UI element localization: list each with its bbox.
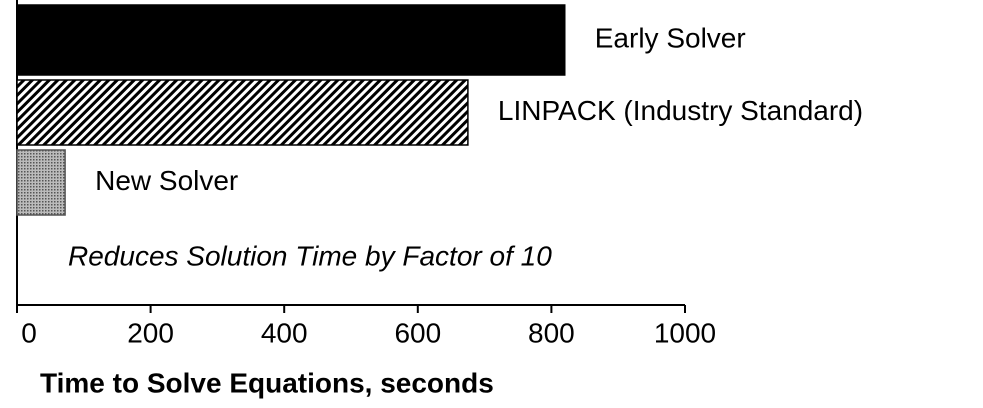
x-tick-label: 400 — [261, 317, 308, 348]
bar-label: LINPACK (Industry Standard) — [498, 95, 863, 126]
x-tick-label: 600 — [394, 317, 441, 348]
annotation: Reduces Solution Time by Factor of 10 — [68, 240, 552, 271]
bar — [16, 149, 66, 216]
x-tick-label: 800 — [528, 317, 575, 348]
bar-label: New Solver — [95, 165, 238, 196]
x-tick-label: 1000 — [654, 317, 716, 348]
x-tick-label: 200 — [127, 317, 174, 348]
bar-label: Early Solver — [595, 22, 746, 53]
x-tick-label: 0 — [21, 317, 37, 348]
bar — [16, 4, 566, 76]
bar — [16, 79, 469, 146]
x-axis-label: Time to Solve Equations, seconds — [40, 367, 494, 398]
